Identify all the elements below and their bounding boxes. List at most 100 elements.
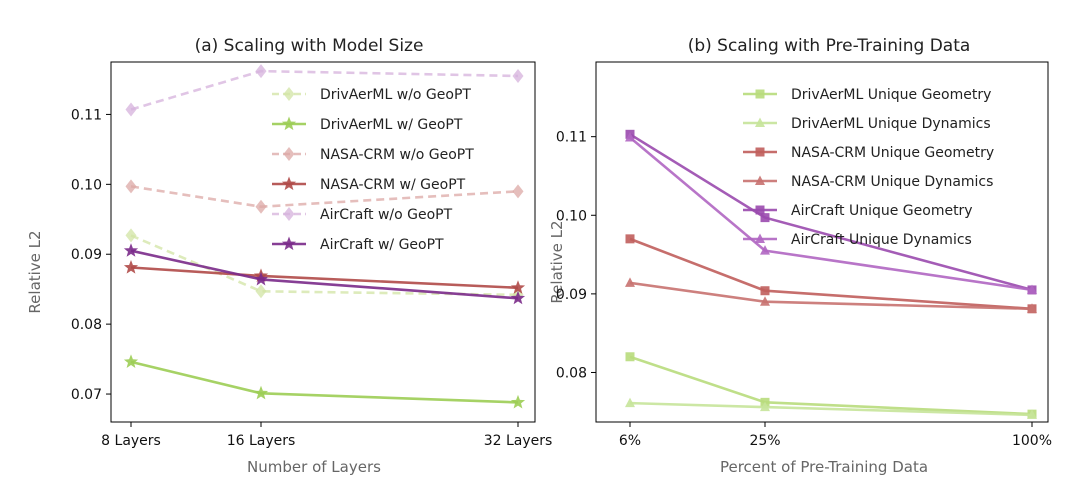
data-point xyxy=(125,228,137,243)
data-point xyxy=(625,234,635,244)
legend-label: DrivAerML w/o GeoPT xyxy=(320,87,471,103)
data-point xyxy=(255,64,267,79)
data-point xyxy=(760,401,770,412)
legend-label: DrivAerML w/ GeoPT xyxy=(320,117,463,133)
y-axis-label: Relative L2 xyxy=(548,220,566,303)
data-point xyxy=(760,296,770,306)
legend-entry: AirCraft Unique Dynamics xyxy=(743,232,972,248)
legend-label: NASA-CRM Unique Geometry xyxy=(791,145,994,161)
legend-entry: AirCraft w/ GeoPT xyxy=(272,236,444,253)
data-point xyxy=(760,286,770,296)
data-point xyxy=(625,352,635,362)
series-drivaerml-w-geopt xyxy=(123,354,526,409)
data-point xyxy=(255,284,267,299)
legend-label: NASA-CRM w/o GeoPT xyxy=(320,147,474,163)
x-axis-label: Number of Layers xyxy=(247,458,381,476)
legend-entry: NASA-CRM w/ GeoPT xyxy=(272,176,466,193)
data-point xyxy=(510,394,526,409)
y-tick-label: 0.08 xyxy=(556,365,587,381)
series-line xyxy=(130,249,519,300)
data-point xyxy=(760,245,770,255)
legend-label: AirCraft Unique Dynamics xyxy=(791,232,972,248)
legend-marker xyxy=(755,205,765,215)
series-nasa-crm-w-geopt xyxy=(123,260,526,294)
legend-marker xyxy=(283,147,295,161)
series-aircraft-w-o-geopt xyxy=(125,64,524,117)
data-point xyxy=(512,68,524,83)
data-point xyxy=(625,397,635,408)
y-tick-label: 0.08 xyxy=(71,317,102,333)
data-point xyxy=(125,102,137,117)
series-line xyxy=(130,360,519,404)
data-point xyxy=(1027,284,1037,294)
data-point xyxy=(625,277,635,287)
series-line xyxy=(130,234,519,297)
legend-entry: AirCraft Unique Geometry xyxy=(743,203,973,219)
series-nasa-crm-w-o-geopt xyxy=(125,179,524,214)
legend-entry: DrivAerML Unique Geometry xyxy=(743,87,991,103)
legend-marker xyxy=(755,147,765,157)
legend-marker xyxy=(755,89,765,99)
y-tick-label: 0.11 xyxy=(71,107,102,123)
plot-area-frame xyxy=(110,61,536,423)
legend-marker xyxy=(755,117,765,127)
x-tick-label: 32 Layers xyxy=(484,433,553,449)
series-aircraft-unique-dynamics xyxy=(625,131,1037,294)
y-tick-label: 0.11 xyxy=(556,130,587,146)
data-point xyxy=(123,260,139,274)
chart-panel-pretraining-data: (b) Scaling with Pre-Training Data Perce… xyxy=(548,36,1052,476)
legend-label: DrivAerML Unique Dynamics xyxy=(791,116,991,132)
y-tick-label: 0.10 xyxy=(71,177,102,193)
x-tick-label: 6% xyxy=(619,433,641,449)
data-point xyxy=(625,131,635,142)
legend-label: NASA-CRM w/ GeoPT xyxy=(320,177,466,193)
data-point xyxy=(123,354,139,368)
y-tick-label: 0.09 xyxy=(556,287,587,303)
y-axis-label: Relative L2 xyxy=(26,230,44,313)
x-axis-label: Percent of Pre-Training Data xyxy=(720,458,928,476)
legend-entry: AirCraft w/o GeoPT xyxy=(272,207,453,223)
x-tick-label: 100% xyxy=(1012,433,1052,449)
series-nasa-crm-unique-dynamics xyxy=(625,277,1037,313)
legend-entry: DrivAerML w/ GeoPT xyxy=(272,116,463,133)
legend-entry: DrivAerML w/o GeoPT xyxy=(272,87,471,103)
legend-marker xyxy=(755,175,765,185)
chart-title: (b) Scaling with Pre-Training Data xyxy=(688,36,971,56)
data-point xyxy=(255,199,267,214)
data-point xyxy=(125,179,137,194)
legend-marker xyxy=(755,233,765,243)
x-tick-label: 8 Layers xyxy=(101,433,161,449)
legend-marker xyxy=(281,116,297,131)
data-point xyxy=(760,213,770,223)
legend-label: AirCraft Unique Geometry xyxy=(791,203,973,219)
y-tick-label: 0.09 xyxy=(71,247,102,263)
legend-label: AirCraft w/o GeoPT xyxy=(320,207,453,223)
data-point xyxy=(123,243,139,257)
legend-marker xyxy=(283,207,295,221)
series-drivaerml-unique-dynamics xyxy=(625,397,1037,419)
data-point xyxy=(510,290,526,305)
x-tick-label: 25% xyxy=(749,433,780,449)
legend-label: NASA-CRM Unique Dynamics xyxy=(791,174,993,190)
legend-marker xyxy=(281,176,297,191)
chart-panel-model-size: (a) Scaling with Model Size Number of La… xyxy=(26,36,552,476)
plot-area-frame xyxy=(595,61,1049,423)
legend-label: DrivAerML Unique Geometry xyxy=(791,87,991,103)
data-point xyxy=(512,184,524,199)
data-point xyxy=(1027,303,1037,313)
legend-entry: NASA-CRM Unique Dynamics xyxy=(743,174,993,190)
legend-label: AirCraft w/ GeoPT xyxy=(320,237,444,253)
chart-title: (a) Scaling with Model Size xyxy=(195,36,424,56)
data-point xyxy=(253,271,269,286)
y-tick-label: 0.07 xyxy=(71,387,102,403)
data-point xyxy=(510,280,526,294)
data-point xyxy=(1027,409,1037,419)
legend-marker xyxy=(283,87,295,101)
y-tick-label: 0.10 xyxy=(556,208,587,224)
series-aircraft-w-geopt xyxy=(123,243,526,305)
legend-entry: DrivAerML Unique Dynamics xyxy=(743,116,991,132)
x-tick-label: 16 Layers xyxy=(227,433,296,449)
legend-entry: NASA-CRM Unique Geometry xyxy=(743,145,994,161)
legend-entry: NASA-CRM w/o GeoPT xyxy=(272,147,474,163)
